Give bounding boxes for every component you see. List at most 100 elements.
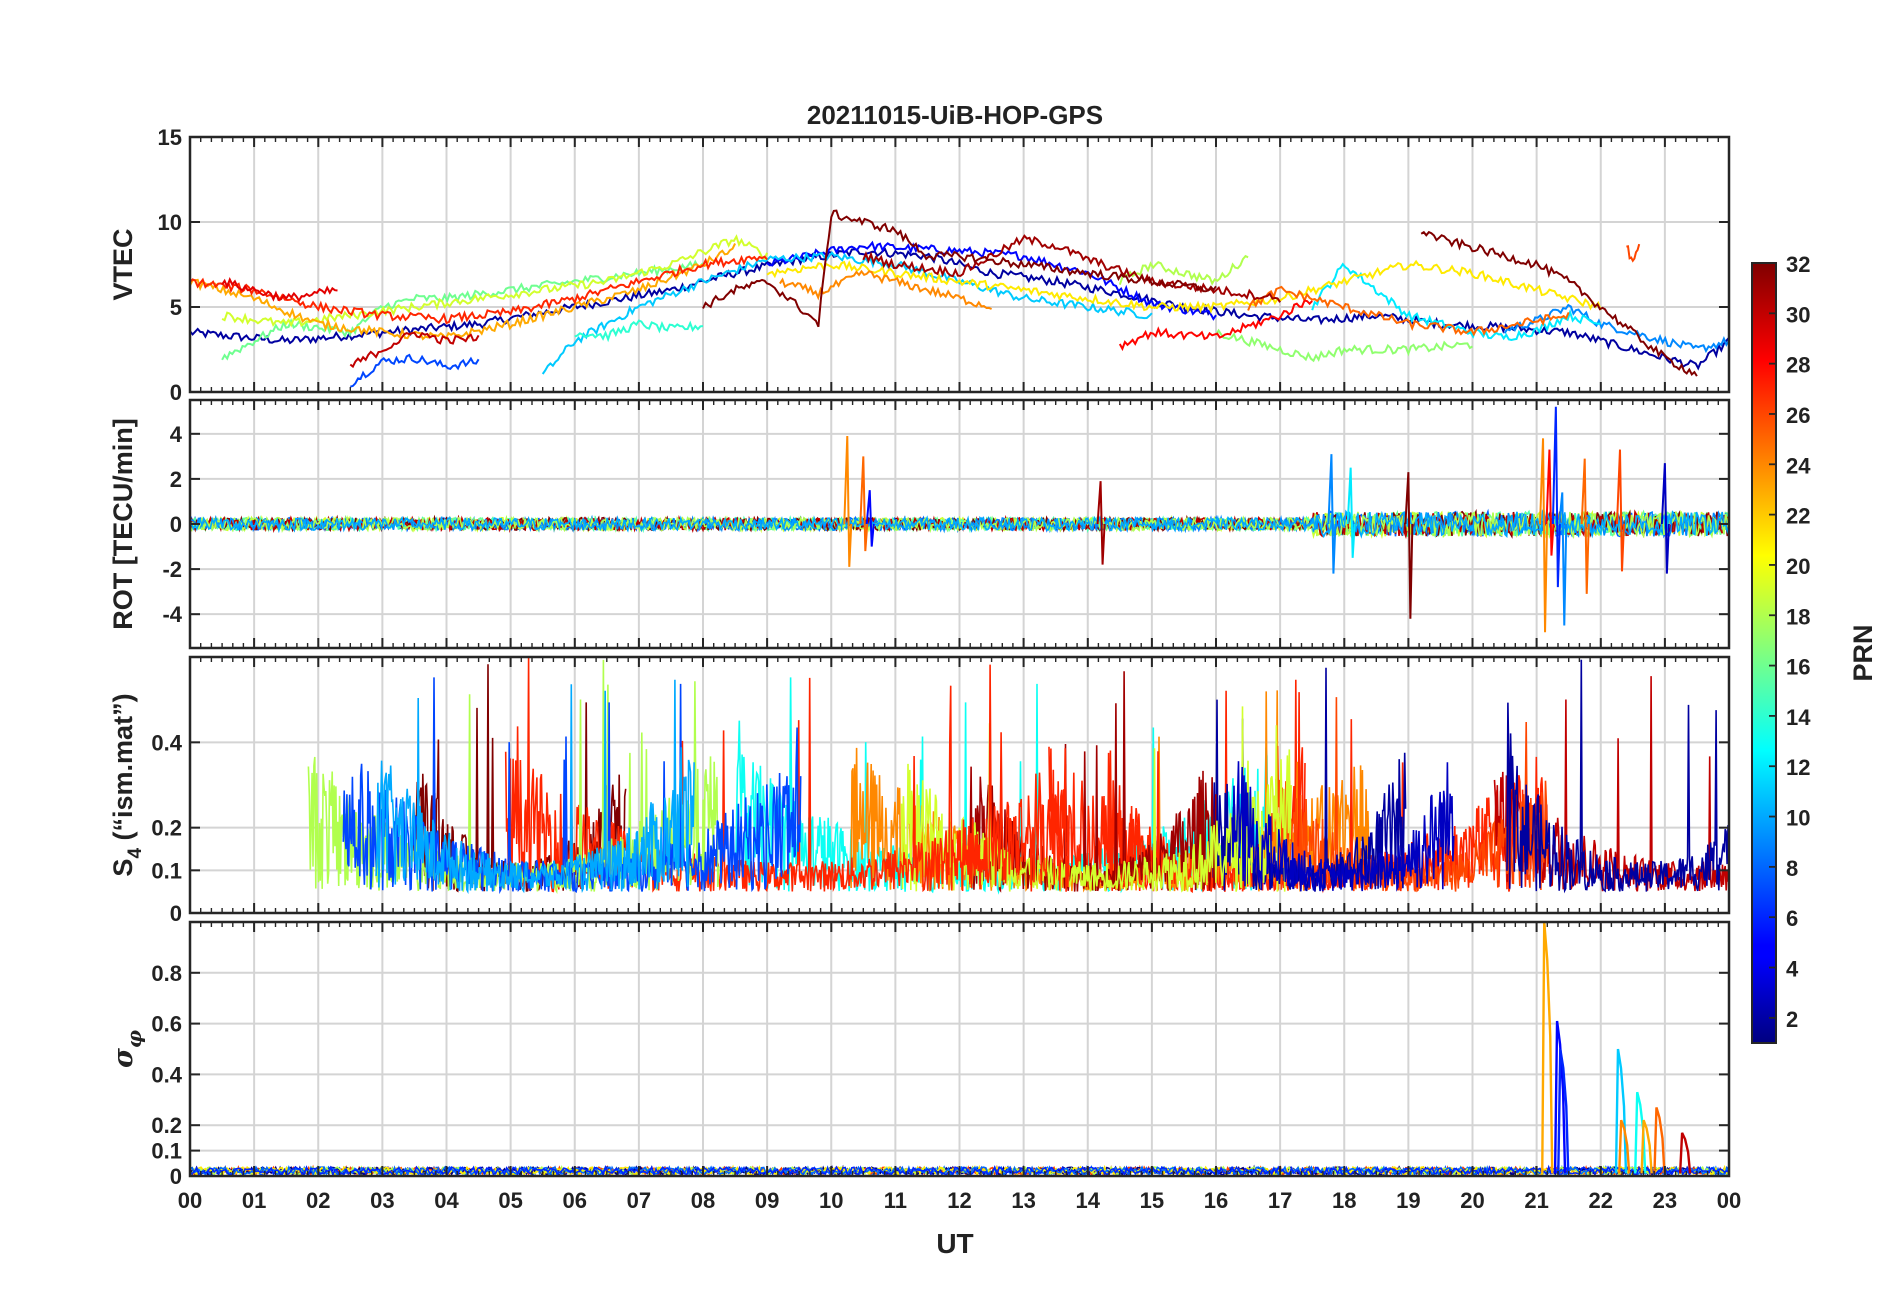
sigma-spike-prn-5 — [1553, 1020, 1567, 1174]
rot-spike-prn-24 — [1539, 438, 1549, 633]
vtec-series-prn-29 — [221, 276, 338, 303]
y-tick-label: 10 — [158, 210, 182, 235]
x-tick-label: 21 — [1524, 1188, 1548, 1213]
sigma-spike-prn-25 — [1653, 1107, 1666, 1174]
sigma-spike-prn-24 — [1617, 1119, 1631, 1174]
vtec-series-prn-9 — [1503, 303, 1729, 354]
x-axis-label: UT — [936, 1228, 973, 1259]
x-tick-label: 08 — [691, 1188, 715, 1213]
x-tick-label: 07 — [627, 1188, 651, 1213]
panel-vtec: 0 5 10 15 VTEC — [108, 125, 1731, 405]
vtec-series-prn-21 — [766, 259, 1602, 314]
rot-spike-prn-12 — [1346, 467, 1356, 558]
s4-series-prn-26 — [1275, 697, 1549, 893]
x-tick-label: 17 — [1268, 1188, 1292, 1213]
vtec-series-prn-30 — [349, 331, 480, 369]
y-tick-label: 0.2 — [151, 1113, 182, 1138]
s4-series-prn-27 — [1048, 692, 1547, 894]
x-tick-label: 04 — [434, 1188, 459, 1213]
x-tick-label: 10 — [819, 1188, 843, 1213]
y-tick-label: 0 — [170, 512, 182, 537]
panel-s4: 0 0.1 0.2 0.4S4 (“ism.mat”) — [108, 655, 1731, 926]
vtec-series-prn-17 — [1215, 328, 1474, 363]
chart-title: 20211015-UiB-HOP-GPS — [807, 100, 1103, 130]
vtec-series-prn-19 — [221, 234, 769, 328]
x-tick-label: 18 — [1332, 1188, 1356, 1213]
sigma-spike-prn-30 — [1678, 1132, 1692, 1174]
s4-series-prn-27 — [504, 657, 1070, 893]
x-tick-label: 05 — [498, 1188, 522, 1213]
vtec-series-prn-2 — [190, 247, 1729, 371]
x-tick-label: 01 — [242, 1188, 266, 1213]
y-tick-label: 0 — [170, 380, 182, 405]
colorbar-tick-label: 28 — [1786, 353, 1810, 378]
x-tick-label: 06 — [563, 1188, 587, 1213]
rot-spike-prn-24 — [843, 436, 853, 567]
colorbar-tick-label: 6 — [1786, 906, 1798, 931]
colorbar-tick-label: 30 — [1786, 302, 1810, 327]
rot-spike-prn-5 — [865, 490, 875, 547]
data-layer — [190, 209, 1729, 388]
rot-spike-prn-9 — [1558, 492, 1568, 626]
colorbar-gradient — [1751, 262, 1777, 1044]
y-tick-label: 2 — [170, 467, 182, 492]
x-major-ticks — [253, 922, 1666, 1176]
x-tick-label: 02 — [306, 1188, 330, 1213]
x-tick-label: 19 — [1396, 1188, 1420, 1213]
rot-spike-prn-6 — [1551, 406, 1561, 588]
vtec-series-prn-32 — [1420, 230, 1698, 377]
y-axis-label-rot: ROT [TECU/min] — [108, 418, 138, 629]
rot-series-prn-10 — [190, 509, 1729, 539]
x-tick-label: 11 — [884, 1188, 907, 1213]
rot-spike-prn-25 — [1580, 458, 1590, 594]
x-tick-label: 20 — [1460, 1188, 1484, 1213]
y-tick-label: 0.6 — [151, 1012, 182, 1037]
colorbar-label: PRN — [1848, 624, 1878, 681]
x-tick-label: 14 — [1076, 1188, 1101, 1213]
colorbar-tick-label: 10 — [1786, 806, 1810, 831]
vtec-series-prn-11 — [541, 251, 1153, 375]
sigma-spike-prn-23 — [1541, 922, 1554, 1174]
colorbar-tick-label: 32 — [1786, 252, 1810, 277]
y-tick-label: 0.8 — [151, 961, 182, 986]
x-minor-ticks — [200, 657, 1719, 913]
s4-series-prn-2 — [1506, 659, 1729, 894]
panel-rot: -4 -2 0 2 4 ROT [TECU/min] — [108, 398, 1731, 650]
colorbar-tick-label: 16 — [1786, 655, 1810, 680]
y-tick-label: 0.4 — [151, 730, 182, 755]
rot-series-prn-18 — [190, 511, 1729, 540]
rot-spike-prn-25 — [859, 456, 869, 552]
colorbar-tick-label: 22 — [1786, 504, 1810, 529]
vtec-series-prn-32 — [702, 209, 1217, 328]
vtec-series-prn-23 — [190, 243, 736, 341]
vtec-series-prn-31 — [862, 234, 1281, 303]
y-tick-label: 0.1 — [151, 1139, 182, 1164]
data-layer — [307, 657, 1729, 895]
y-axis-label-vtec: VTEC — [108, 228, 138, 300]
panel-sigma: 00.10.2 0.4 0.6 0.8 σφ 00 01 02 03 04 05 06 07 08 09 10… — [108, 920, 1741, 1213]
y-tick-label: 0 — [170, 901, 182, 926]
x-minor-ticks — [200, 400, 1719, 648]
rot-spike-prn-3 — [1660, 463, 1670, 574]
x-minor-ticks — [200, 922, 1719, 1176]
x-tick-label: 12 — [947, 1188, 971, 1213]
x-tick-label: 00 — [1717, 1188, 1741, 1213]
x-tick-label: 23 — [1653, 1188, 1677, 1213]
x-major-ticks — [253, 400, 1666, 648]
vtec-series-prn-28 — [1118, 299, 1313, 352]
x-tick-label: 15 — [1140, 1188, 1164, 1213]
x-tick-label: 03 — [370, 1188, 394, 1213]
y-tick-label: 0.4 — [151, 1062, 182, 1087]
rot-spike-prn-32 — [1404, 472, 1414, 619]
colorbar-tick-label: 14 — [1786, 705, 1811, 730]
colorbar-tick-label: 8 — [1786, 856, 1798, 881]
colorbar-tick-label: 12 — [1786, 755, 1810, 780]
x-minor-ticks — [200, 137, 1719, 392]
y-tick-label: 0.1 — [151, 858, 182, 883]
s4-series-prn-3 — [1231, 761, 1455, 892]
data-layer — [190, 406, 1729, 633]
rot-spike-prn-31 — [1096, 481, 1106, 565]
x-tick-label: 22 — [1589, 1188, 1613, 1213]
y-tick-label: 5 — [170, 295, 182, 320]
